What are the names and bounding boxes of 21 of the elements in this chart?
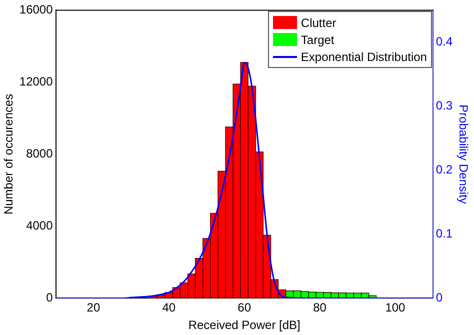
x-tick-label: 40 bbox=[162, 300, 176, 315]
x-tick-label: 20 bbox=[86, 300, 100, 315]
y2-tick-label: 0 bbox=[436, 290, 443, 305]
y2-tick-label: 0.4 bbox=[436, 34, 453, 49]
y-tick-label: 0 bbox=[46, 290, 54, 305]
x-axis-title: Received Power [dB] bbox=[188, 318, 300, 332]
y2-tick-label: 0.3 bbox=[436, 98, 453, 113]
x-tick-label: 100 bbox=[385, 300, 406, 315]
x-tick-label: 60 bbox=[238, 300, 252, 315]
y-tick-label: 12000 bbox=[19, 74, 54, 89]
x-tick-label: 80 bbox=[313, 300, 327, 315]
y-tick-label: 4000 bbox=[26, 218, 54, 233]
y2-axis-title: Probability Density bbox=[456, 104, 470, 204]
y-axis-title: Number of occurences bbox=[2, 94, 16, 215]
y2-tick-label: 0.2 bbox=[436, 162, 453, 177]
y-tick-label: 16000 bbox=[19, 2, 54, 17]
y2-tick-label: 0.1 bbox=[436, 226, 453, 241]
y-tick-label: 8000 bbox=[26, 146, 54, 161]
legend-label: Target bbox=[300, 32, 334, 47]
legend-label: Exponential Distribution bbox=[300, 50, 427, 64]
legend-label: Clutter bbox=[300, 16, 336, 30]
